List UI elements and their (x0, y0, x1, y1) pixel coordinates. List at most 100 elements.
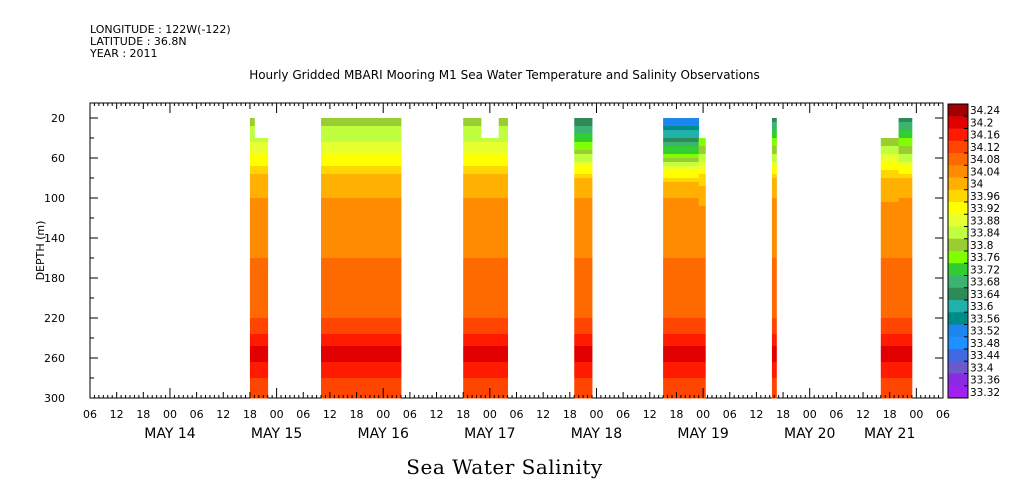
data-cell (498, 286, 509, 291)
data-cell (898, 194, 913, 199)
data-cell (880, 234, 899, 239)
data-cell (663, 214, 700, 219)
data-cell (254, 170, 269, 175)
x-tick-label: 12 (323, 408, 337, 421)
data-cell (771, 262, 777, 267)
data-cell (463, 142, 482, 147)
data-cell (880, 342, 899, 347)
data-cell (480, 254, 500, 259)
data-cell (498, 214, 509, 219)
data-cell (463, 310, 482, 315)
data-cell (698, 142, 706, 147)
data-cell (249, 354, 255, 359)
data-cell (880, 154, 899, 159)
data-cell (249, 298, 255, 303)
data-cell (249, 126, 255, 131)
data-cell (898, 298, 913, 303)
data-cell (698, 242, 706, 247)
data-cell (498, 306, 509, 311)
colorbar-label: 33.96 (970, 191, 1000, 203)
data-cell (574, 254, 593, 259)
data-cell (321, 330, 402, 335)
data-cell (880, 210, 899, 215)
data-cell (480, 338, 500, 343)
data-cell (898, 166, 913, 171)
data-cell (574, 170, 593, 175)
x-tick-label: 06 (723, 408, 737, 421)
colorbar-swatch (948, 104, 968, 117)
data-cell (574, 310, 593, 315)
data-cell (498, 174, 509, 179)
data-cell (321, 234, 402, 239)
data-cell (771, 146, 777, 151)
data-cell (898, 386, 913, 391)
data-cell (463, 298, 482, 303)
colorbar-label: 33.92 (970, 203, 1000, 215)
data-cell (663, 378, 700, 383)
data-cell (698, 226, 706, 231)
data-cell (321, 146, 402, 151)
data-cell (463, 190, 482, 195)
data-cell (321, 254, 402, 259)
x-tick-label: 06 (936, 408, 950, 421)
data-cell (254, 290, 269, 295)
data-cell (898, 138, 913, 143)
data-cell (663, 370, 700, 375)
data-cell (254, 226, 269, 231)
colorbar-swatch (948, 165, 968, 178)
data-cell (321, 226, 402, 231)
colorbar-label: 33.52 (970, 326, 1000, 338)
colorbar-swatch (948, 116, 968, 129)
data-cell (698, 158, 706, 163)
data-cell (698, 194, 706, 199)
data-cell (463, 206, 482, 211)
data-cell (498, 166, 509, 171)
data-cell (771, 282, 777, 287)
data-cell (463, 290, 482, 295)
x-date-label: MAY 17 (464, 426, 515, 442)
data-cell (480, 146, 500, 151)
data-cell (249, 314, 255, 319)
data-cell (463, 218, 482, 223)
data-cell (249, 182, 255, 187)
data-cell (254, 242, 269, 247)
data-cell (663, 346, 700, 351)
data-cell (321, 186, 402, 191)
data-cell (480, 330, 500, 335)
data-cell (663, 230, 700, 235)
data-cell (498, 370, 509, 375)
data-cell (463, 362, 482, 367)
data-cell (463, 146, 482, 151)
data-cell (698, 150, 706, 155)
colorbar-swatch (948, 336, 968, 350)
data-cell (898, 158, 913, 163)
data-cell (498, 362, 509, 367)
data-cell (249, 254, 255, 259)
data-cell (254, 294, 269, 299)
colorbar-swatch (948, 153, 968, 166)
data-cell (771, 306, 777, 311)
data-cell (574, 358, 593, 363)
data-cell (663, 342, 700, 347)
data-cell (698, 146, 706, 151)
data-cell (480, 154, 500, 159)
data-cell (254, 274, 269, 279)
data-cell (480, 274, 500, 279)
data-cell (498, 358, 509, 363)
data-cell (663, 338, 700, 343)
data-cell (249, 342, 255, 347)
data-cell (698, 350, 706, 355)
data-cell (698, 154, 706, 159)
x-date-label: MAY 21 (864, 426, 915, 442)
data-cell (498, 330, 509, 335)
data-cell (663, 154, 700, 159)
data-cell (771, 150, 777, 155)
data-cell (498, 386, 509, 391)
data-cell (249, 394, 255, 399)
data-cell (898, 290, 913, 295)
data-cell (574, 302, 593, 307)
data-cell (898, 146, 913, 151)
data-cell (898, 310, 913, 315)
data-cell (574, 230, 593, 235)
data-cell (880, 166, 899, 171)
